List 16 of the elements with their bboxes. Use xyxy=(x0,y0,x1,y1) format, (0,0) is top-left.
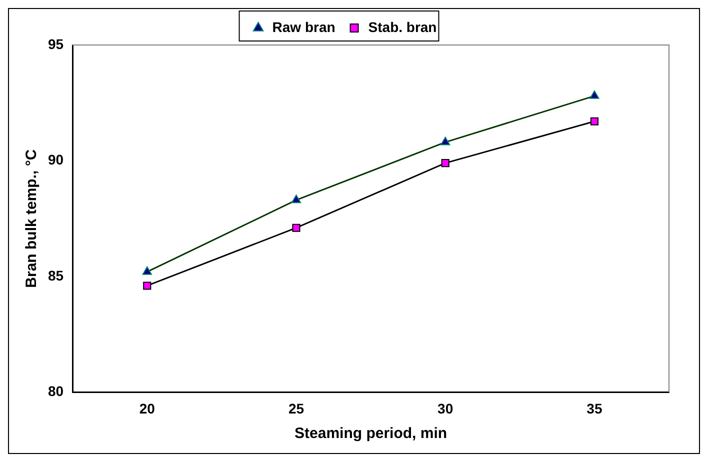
legend-label: Stab. bran xyxy=(368,18,437,35)
legend-label: Raw bran xyxy=(272,18,336,35)
x-tick-label: 25 xyxy=(288,400,304,416)
point xyxy=(143,282,152,290)
y-tick-label: 85 xyxy=(48,267,64,284)
point xyxy=(292,224,300,232)
x-axis-title: Steaming period, min xyxy=(294,425,448,442)
y-tick-label: 95 xyxy=(48,36,64,52)
y-tick-label: 80 xyxy=(48,383,64,400)
x-tick-label: 20 xyxy=(139,400,156,416)
y-axis-title: Bran bulk temp., °C xyxy=(23,149,40,288)
y-tick-label: 90 xyxy=(48,152,64,168)
x-tick-label: 35 xyxy=(586,400,602,416)
x-tick-label: 30 xyxy=(438,400,454,416)
point xyxy=(590,117,598,126)
point xyxy=(441,159,450,168)
